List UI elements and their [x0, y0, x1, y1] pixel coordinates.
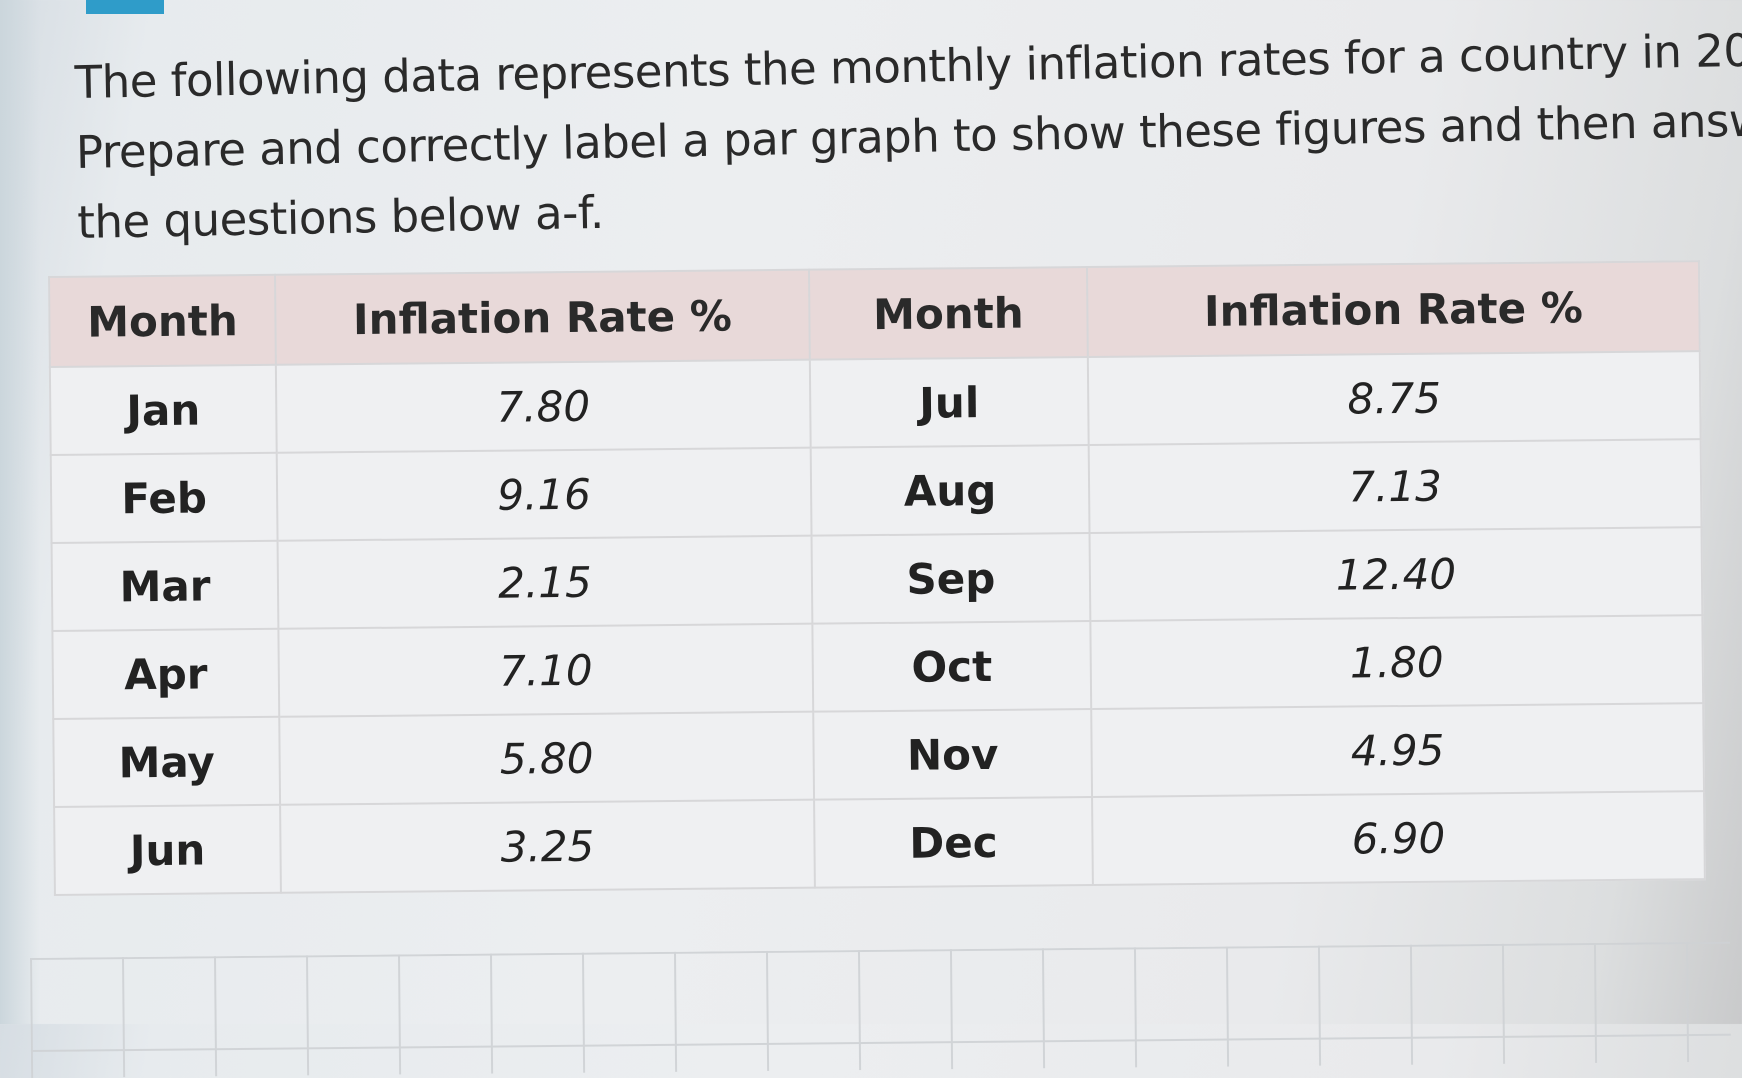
rate-cell: 7.13 — [1088, 439, 1702, 534]
month-cell: Oct — [812, 621, 1092, 712]
table-row: Feb 9.16 Aug 7.13 — [50, 439, 1702, 543]
rate-cell: 7.80 — [275, 359, 811, 453]
rate-cell: 12.40 — [1089, 527, 1703, 622]
table-row: Jan 7.80 Jul 8.75 — [49, 351, 1701, 455]
rate-cell: 9.16 — [276, 447, 812, 541]
table-row: Apr 7.10 Oct 1.80 — [52, 615, 1704, 719]
month-cell: Jul — [809, 357, 1089, 448]
month-cell: Mar — [51, 540, 279, 631]
month-cell: Feb — [50, 452, 278, 543]
header-rate-right: Inflation Rate % — [1086, 261, 1700, 358]
section-tab-marker — [86, 0, 164, 14]
month-cell: Nov — [813, 709, 1093, 800]
rate-cell: 7.10 — [278, 623, 814, 717]
graph-paper-grid — [30, 941, 1732, 1078]
table-row: May 5.80 Nov 4.95 — [53, 703, 1705, 807]
rate-cell: 1.80 — [1090, 615, 1704, 710]
rate-cell: 6.90 — [1092, 791, 1705, 885]
rate-cell: 8.75 — [1087, 351, 1701, 446]
header-rate-left: Inflation Rate % — [274, 269, 810, 365]
month-cell: Sep — [811, 533, 1091, 624]
table-row: Mar 2.15 Sep 12.40 — [51, 527, 1703, 631]
month-cell: Apr — [52, 628, 280, 719]
month-cell: Jan — [49, 364, 277, 455]
month-cell: Jun — [54, 804, 281, 895]
month-cell: Aug — [810, 445, 1090, 536]
inflation-rate-table: Month Inflation Rate % Month Inflation R… — [48, 260, 1706, 896]
instructions-text: The following data represents the monthl… — [74, 17, 1742, 258]
rate-cell: 4.95 — [1091, 703, 1705, 798]
rate-cell: 3.25 — [280, 799, 815, 893]
inflation-table-container: Month Inflation Rate % Month Inflation R… — [48, 260, 1706, 896]
table-header-row: Month Inflation Rate % Month Inflation R… — [49, 261, 1700, 367]
month-cell: Dec — [814, 797, 1093, 888]
month-cell: May — [53, 716, 281, 807]
header-month-left: Month — [49, 274, 276, 367]
rate-cell: 5.80 — [279, 711, 815, 805]
rate-cell: 2.15 — [277, 535, 813, 629]
header-month-right: Month — [808, 267, 1088, 360]
table-row: Jun 3.25 Dec 6.90 — [54, 791, 1705, 895]
page-edge-shadow — [0, 0, 40, 1024]
